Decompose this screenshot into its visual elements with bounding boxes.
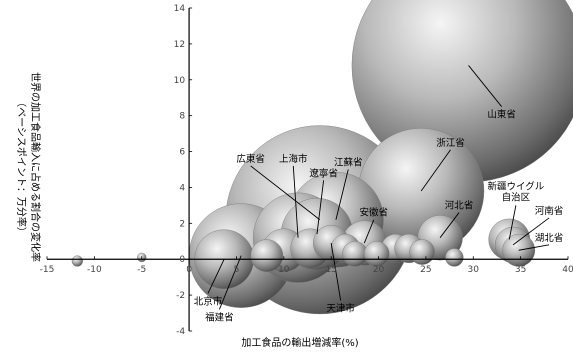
leader-line xyxy=(250,165,321,221)
point-label: 広東省 xyxy=(236,153,265,165)
leader-line xyxy=(335,169,349,220)
leader-lines xyxy=(207,65,550,310)
bubble-unlabeled-24 xyxy=(71,255,83,267)
point-label: 河北省 xyxy=(445,200,474,212)
x-tick-label: -15 xyxy=(40,265,55,275)
y-axis-title: 世界の加工食品輸入に占める割合の変化率 xyxy=(29,72,42,262)
point-label: 河南省 xyxy=(535,205,564,217)
point-label: 山東省 xyxy=(487,109,516,121)
leader-line xyxy=(439,212,460,238)
y-tick-label: 10 xyxy=(174,76,186,86)
x-axis-title: 加工食品の輸出増減率(%) xyxy=(241,336,358,349)
leader-line xyxy=(218,255,242,310)
bubble-unlabeled-16 xyxy=(250,239,284,272)
point-label: 北京市 xyxy=(194,295,223,307)
y-tick-label: -2 xyxy=(176,291,185,301)
tick-labels: -15 -10 -5 0 5 10 15 20 25 30 35 40 -4 -2 0 2 4 6 8 10 12 14 xyxy=(40,4,573,337)
point-label: 安徽省 xyxy=(360,207,389,219)
leader-line xyxy=(207,259,225,294)
leader-line xyxy=(363,219,375,244)
x-tick-label: 20 xyxy=(373,265,385,275)
y-tick-label: 6 xyxy=(179,148,185,158)
point-label: 上海市 xyxy=(279,153,308,165)
bubble-unlabeled-22 xyxy=(409,239,435,265)
y-axis-subtitle: （ベーシスポイント：万分率） xyxy=(15,97,28,237)
x-tick-label: 40 xyxy=(562,265,573,275)
leader-line xyxy=(468,65,503,107)
leader-line xyxy=(330,242,342,301)
leader-line xyxy=(512,217,550,246)
bubble-unlabeled-23 xyxy=(445,248,464,267)
x-tick-label: -10 xyxy=(87,265,102,275)
bubble-unlabeled-20 xyxy=(342,241,368,267)
point-label: 浙江省 xyxy=(436,137,465,149)
leader-line xyxy=(508,205,517,240)
leader-line xyxy=(316,180,325,235)
y-tick-label: -4 xyxy=(176,327,185,337)
x-tick-label: 10 xyxy=(278,265,290,275)
y-tick-label: 4 xyxy=(179,183,185,193)
y-tick-label: 0 xyxy=(179,255,185,265)
y-tick-label: 8 xyxy=(179,112,185,122)
x-tick-label: 25 xyxy=(420,265,431,275)
x-tick-label: 30 xyxy=(468,265,480,275)
x-tick-label: 35 xyxy=(515,265,526,275)
leader-line xyxy=(420,149,451,192)
point-label: 新疆ウイグル自治区 xyxy=(487,180,544,203)
leader-line xyxy=(518,244,550,251)
x-tick-label: -5 xyxy=(137,265,146,275)
point-label: 湖北省 xyxy=(535,232,564,244)
x-tick-label: 15 xyxy=(325,265,336,275)
axes xyxy=(46,7,569,332)
y-tick-label: 2 xyxy=(179,219,185,229)
point-label: 江蘇省 xyxy=(334,157,363,169)
y-tick-label: 14 xyxy=(174,4,186,14)
y-tick-label: 12 xyxy=(174,40,185,50)
x-tick-label: 0 xyxy=(186,265,192,275)
leader-line xyxy=(292,165,299,238)
point-label: 遼寧省 xyxy=(309,167,338,179)
point-label: 福建省 xyxy=(205,311,234,323)
point-label: 天津市 xyxy=(326,302,355,314)
x-tick-label: 5 xyxy=(234,265,240,275)
bubble-unlabeled-21 xyxy=(363,241,390,267)
bubble-layer xyxy=(71,0,573,315)
